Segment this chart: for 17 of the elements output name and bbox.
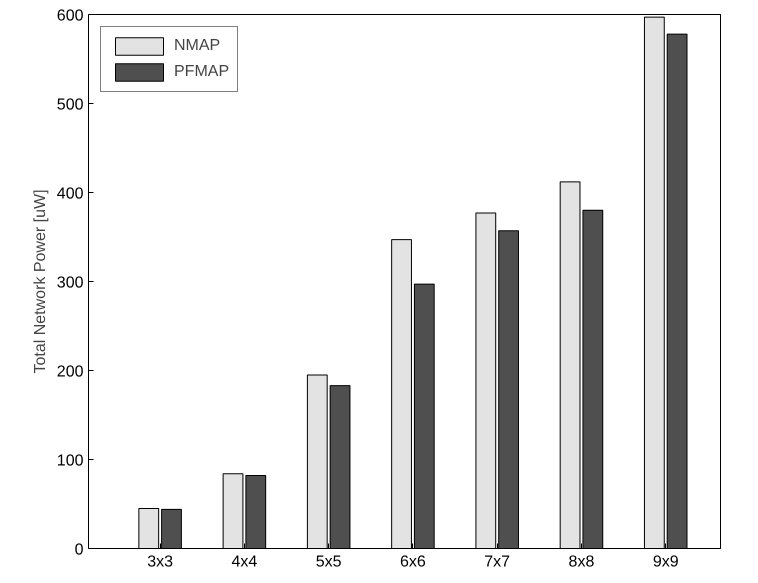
y-axis-title: Total Network Power [uW] <box>32 189 49 374</box>
x-tick-label: 3x3 <box>147 554 174 570</box>
y-tick-label: 600 <box>56 8 84 24</box>
legend-label: PFMAP <box>174 63 230 81</box>
x-tick-label: 7x7 <box>484 554 510 570</box>
y-tick-label: 300 <box>56 274 84 292</box>
x-tick-label: 6x6 <box>400 554 426 570</box>
x-tick-label: 4x4 <box>231 554 258 570</box>
y-tick-label: 100 <box>56 452 84 470</box>
y-tick-label: 400 <box>56 186 84 202</box>
y-tick-label: 0 <box>74 542 84 558</box>
y-tick-label: 500 <box>56 96 84 114</box>
y-tick-label: 200 <box>56 364 84 380</box>
x-tick-label: 9x9 <box>652 554 679 570</box>
x-tick-label: 8x8 <box>568 554 594 570</box>
x-tick-label: 5x5 <box>316 554 342 570</box>
legend-label: NMAP <box>174 37 220 55</box>
